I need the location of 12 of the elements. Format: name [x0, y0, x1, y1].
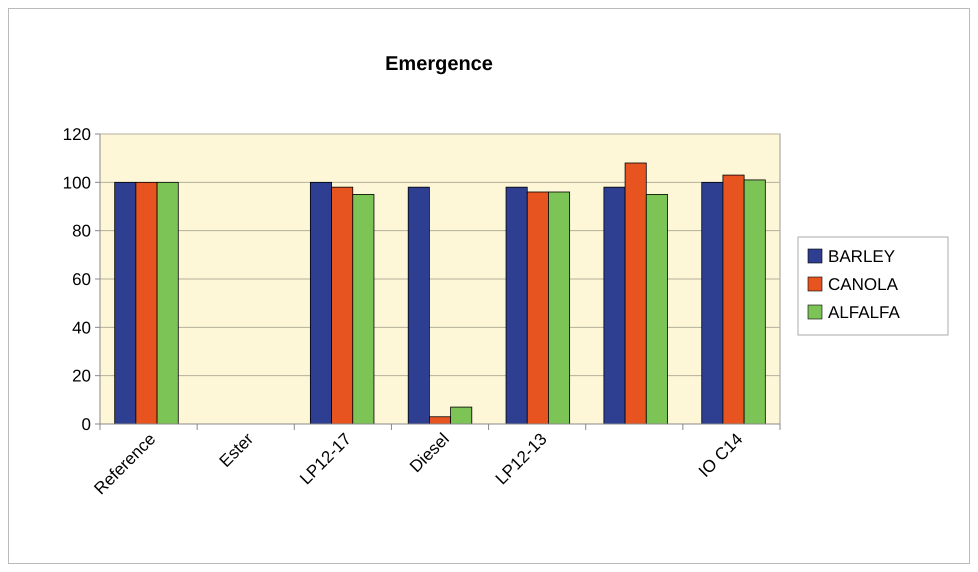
- chart-title: Emergence: [385, 53, 493, 75]
- legend-label: ALFALFA: [828, 302, 900, 322]
- y-tick-label: 40: [72, 318, 91, 338]
- y-tick-label: 0: [82, 414, 91, 434]
- y-tick-label: 80: [72, 222, 91, 241]
- y-tick-label: 120: [62, 124, 91, 144]
- x-tick-label: IO C14: [694, 429, 746, 481]
- y-tick-label: 100: [62, 173, 91, 192]
- y-tick-label: 60: [72, 270, 91, 289]
- legend-label: BARLEY: [828, 246, 896, 266]
- y-tick-label: 20: [72, 366, 91, 386]
- legend-label: CANOLA: [828, 274, 899, 294]
